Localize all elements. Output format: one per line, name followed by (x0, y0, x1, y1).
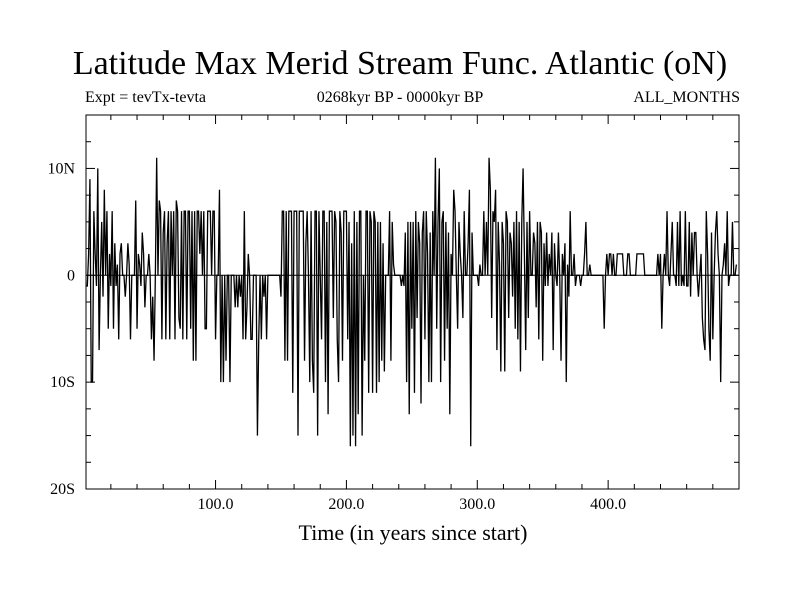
y-tick-label: 10S (50, 374, 75, 391)
chart-title: Latitude Max Merid Stream Func. Atlantic… (72, 45, 728, 82)
axis-tick-labels: 100.0 200.0 300.0 400.0 10N 0 10S 20S (47, 160, 626, 513)
x-tick-label: 300.0 (459, 496, 495, 513)
x-axis-label: Time (in years since start) (298, 520, 528, 545)
x-tick-label: 400.0 (590, 496, 626, 513)
x-tick-label: 100.0 (198, 496, 234, 513)
time-range-label: 0268kyr BP - 0000kyr BP (316, 89, 484, 106)
series-line (86, 157, 738, 447)
x-tick-label: 200.0 (328, 496, 364, 513)
series-layer (86, 157, 738, 447)
months-label: ALL_MONTHS (633, 89, 740, 106)
y-tick-label: 10N (47, 160, 75, 177)
y-tick-label: 0 (67, 267, 75, 284)
experiment-label: Expt = tevTx-tevta (85, 89, 206, 106)
y-tick-label: 20S (50, 481, 75, 498)
